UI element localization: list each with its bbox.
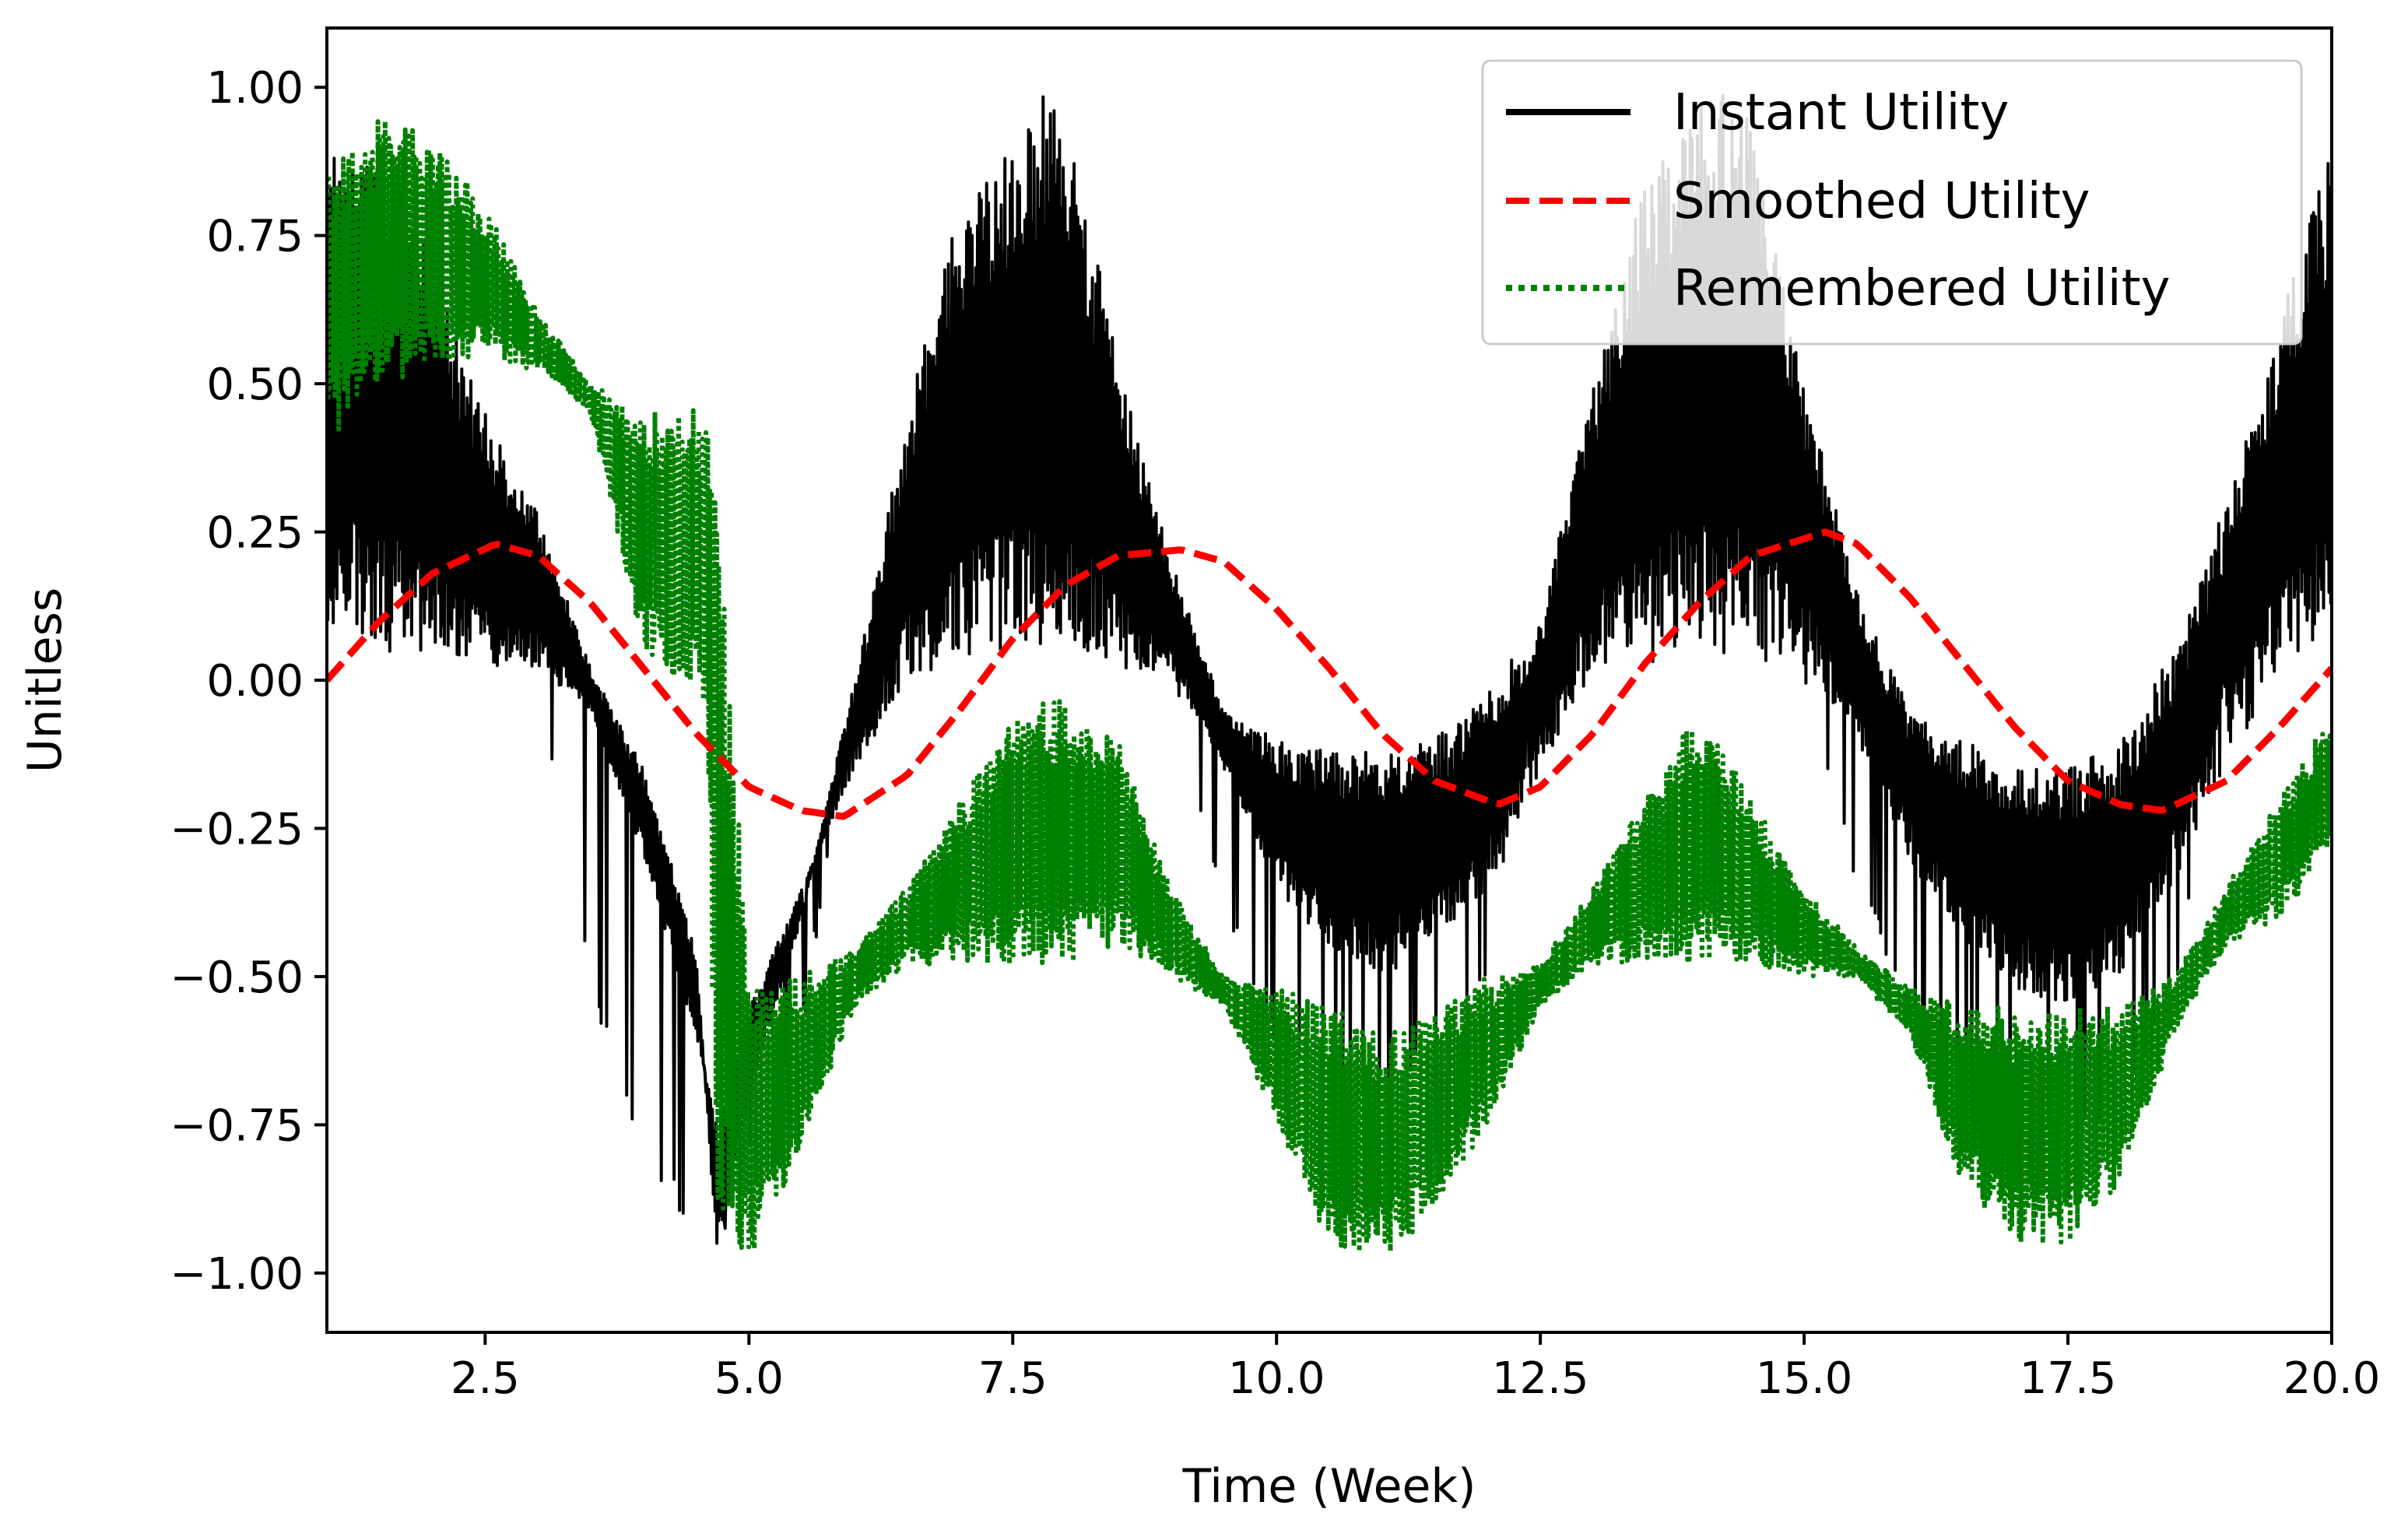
legend-box: [1481, 59, 2303, 346]
y-tick-label: 0.75: [206, 212, 304, 262]
y-axis-title: Unitless: [18, 588, 72, 773]
legend: Instant Utility Smoothed Utility Remembe…: [1481, 59, 2303, 346]
series-line-instant-utility: [327, 94, 2332, 1245]
x-tick-label: 5.0: [714, 1353, 784, 1404]
x-axis-title: Time (Week): [1181, 1459, 1476, 1514]
series-line-remembered-utility: [327, 118, 2332, 1255]
x-tick-label: 20.0: [2283, 1353, 2381, 1404]
x-tick-label: 2.5: [451, 1353, 520, 1404]
y-tick-label: −0.50: [170, 953, 304, 1003]
x-tick-label: 15.0: [1756, 1353, 1853, 1404]
x-tick-label: 10.0: [1228, 1353, 1325, 1404]
y-tick-label: −0.75: [170, 1100, 304, 1151]
y-tick-label: −0.25: [170, 804, 304, 854]
legend-label-smoothed: Smoothed Utility: [1673, 173, 2090, 230]
y-tick-label: −1.00: [170, 1249, 304, 1300]
x-tick-label: 7.5: [978, 1353, 1048, 1404]
x-axis: 2.5 5.0 7.5 10.0 12.5 15.0 17.5 20.0: [451, 1332, 2381, 1404]
series-line-smoothed-utility: [327, 528, 2332, 820]
y-tick-label: 0.25: [206, 508, 304, 559]
y-tick-label: 0.00: [206, 656, 304, 707]
x-tick-label: 12.5: [1492, 1353, 1589, 1404]
y-tick-label: 1.00: [206, 63, 304, 114]
x-tick-label: 17.5: [2020, 1353, 2117, 1404]
legend-label-instant: Instant Utility: [1673, 84, 2009, 142]
y-axis: 1.00 0.75 0.50 0.25 0.00 −0.25 −0.50 −0.75 −1.00: [170, 63, 327, 1300]
series-layer: [327, 94, 2332, 1255]
legend-label-remembered: Remembered Utility: [1673, 260, 2171, 318]
y-tick-label: 0.50: [206, 360, 304, 410]
